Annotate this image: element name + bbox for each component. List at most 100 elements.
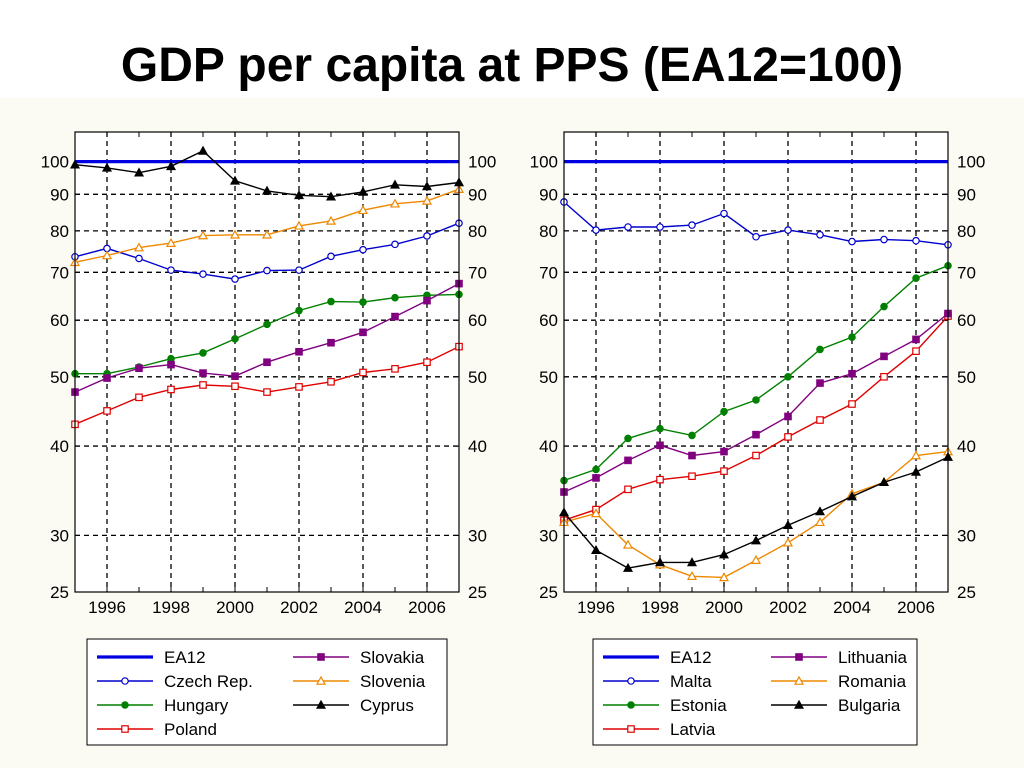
data-point xyxy=(261,229,273,239)
data-point xyxy=(720,447,728,456)
data-point xyxy=(293,190,305,200)
data-point xyxy=(231,275,239,283)
data-point xyxy=(627,677,635,685)
data-point xyxy=(752,232,760,241)
data-point xyxy=(261,185,273,195)
x-tick-label: 2006 xyxy=(408,598,446,617)
x-tick-label: 1998 xyxy=(641,598,679,617)
y-tick-label-right: 70 xyxy=(468,263,487,282)
legend-item: Hungary xyxy=(97,696,229,715)
data-point xyxy=(784,412,792,421)
data-point xyxy=(325,215,337,225)
y-tick-label-left: 70 xyxy=(50,263,69,282)
data-point xyxy=(231,382,239,391)
legend-item: Slovakia xyxy=(293,648,425,667)
data-point xyxy=(421,195,433,205)
series-lithuania xyxy=(560,309,952,496)
data-point xyxy=(135,254,143,263)
data-point xyxy=(750,554,762,564)
x-tick-label: 2000 xyxy=(216,598,254,617)
data-point xyxy=(165,161,177,171)
data-point xyxy=(199,349,207,357)
legend-item: Bulgaria xyxy=(771,696,901,715)
data-point xyxy=(295,347,303,356)
y-tick-label-right: 90 xyxy=(468,185,487,204)
x-tick-label: 1996 xyxy=(88,598,126,617)
data-point xyxy=(782,519,794,530)
y-tick-label-left: 100 xyxy=(41,153,69,172)
data-point xyxy=(101,250,113,260)
data-point xyxy=(752,430,760,439)
data-point xyxy=(121,725,129,733)
data-point xyxy=(848,237,856,246)
series-malta xyxy=(560,198,952,249)
legend-label: Romania xyxy=(838,672,907,691)
data-point xyxy=(718,549,730,559)
legend-item: Estonia xyxy=(603,696,727,715)
data-point xyxy=(295,306,303,315)
data-point xyxy=(912,236,920,245)
data-point xyxy=(167,266,175,274)
data-point xyxy=(103,374,111,382)
data-point xyxy=(880,302,888,311)
data-point xyxy=(327,297,335,306)
chart-panel-2: 25 25 30 30 40 40 50 50 60 60 70 70 80 80 90 90 100 100 19… xyxy=(530,131,985,746)
legend: EA12 Czech Rep. Hungary Poland Slovakia Slove… xyxy=(86,638,448,746)
data-point xyxy=(391,312,399,321)
data-point xyxy=(592,465,600,474)
legend-label: Czech Rep. xyxy=(164,672,253,691)
data-point xyxy=(848,400,856,408)
page-title: GDP per capita at PPS (EA12=100) xyxy=(120,39,904,92)
data-point xyxy=(101,162,113,172)
legend-item: Slovenia xyxy=(293,672,426,691)
series-cyprus xyxy=(69,145,465,201)
data-point xyxy=(656,424,664,433)
data-point xyxy=(816,416,824,424)
series-slovenia xyxy=(69,183,465,267)
data-point xyxy=(624,434,632,443)
data-point xyxy=(878,477,890,487)
data-point xyxy=(317,653,325,661)
legend-label: Poland xyxy=(164,720,217,739)
data-point xyxy=(656,475,664,484)
data-point xyxy=(327,252,335,261)
data-point xyxy=(592,474,600,482)
legend-label: Cyprus xyxy=(360,696,414,715)
data-point xyxy=(167,385,175,394)
data-point xyxy=(391,365,399,373)
data-point xyxy=(231,335,239,343)
x-tick-label: 2006 xyxy=(897,598,935,617)
plot-area xyxy=(564,132,948,592)
y-tick-label-left: 50 xyxy=(539,368,558,387)
legend-item: EA12 xyxy=(97,648,206,667)
data-point xyxy=(293,220,305,230)
data-point xyxy=(784,372,792,381)
y-tick-label-right: 25 xyxy=(957,583,976,602)
data-point xyxy=(197,230,209,240)
data-point xyxy=(590,544,602,555)
data-point xyxy=(718,572,730,582)
data-point xyxy=(199,270,207,278)
y-tick-label-right: 100 xyxy=(468,153,496,172)
title-bar: GDP per capita at PPS (EA12=100) xyxy=(0,0,1024,98)
data-point xyxy=(391,293,399,302)
data-point xyxy=(423,232,431,240)
data-point xyxy=(656,441,664,450)
legend-label: Estonia xyxy=(670,696,727,715)
data-point xyxy=(624,223,632,231)
y-tick-label-right: 80 xyxy=(468,222,487,241)
data-point xyxy=(263,358,271,367)
data-point xyxy=(880,352,888,361)
legend: EA12 Malta Estonia Latvia Lithuania Romania Bu… xyxy=(592,638,918,746)
legend-item: EA12 xyxy=(603,648,712,667)
y-tick-label-left: 70 xyxy=(539,263,558,282)
data-point xyxy=(263,388,271,396)
data-point xyxy=(135,364,143,373)
legend-item: Romania xyxy=(771,672,907,691)
data-point xyxy=(686,571,698,581)
legend-item: Lithuania xyxy=(771,648,908,667)
data-point xyxy=(592,226,600,234)
data-point xyxy=(624,485,632,494)
data-point xyxy=(199,381,207,389)
data-point xyxy=(793,699,805,709)
